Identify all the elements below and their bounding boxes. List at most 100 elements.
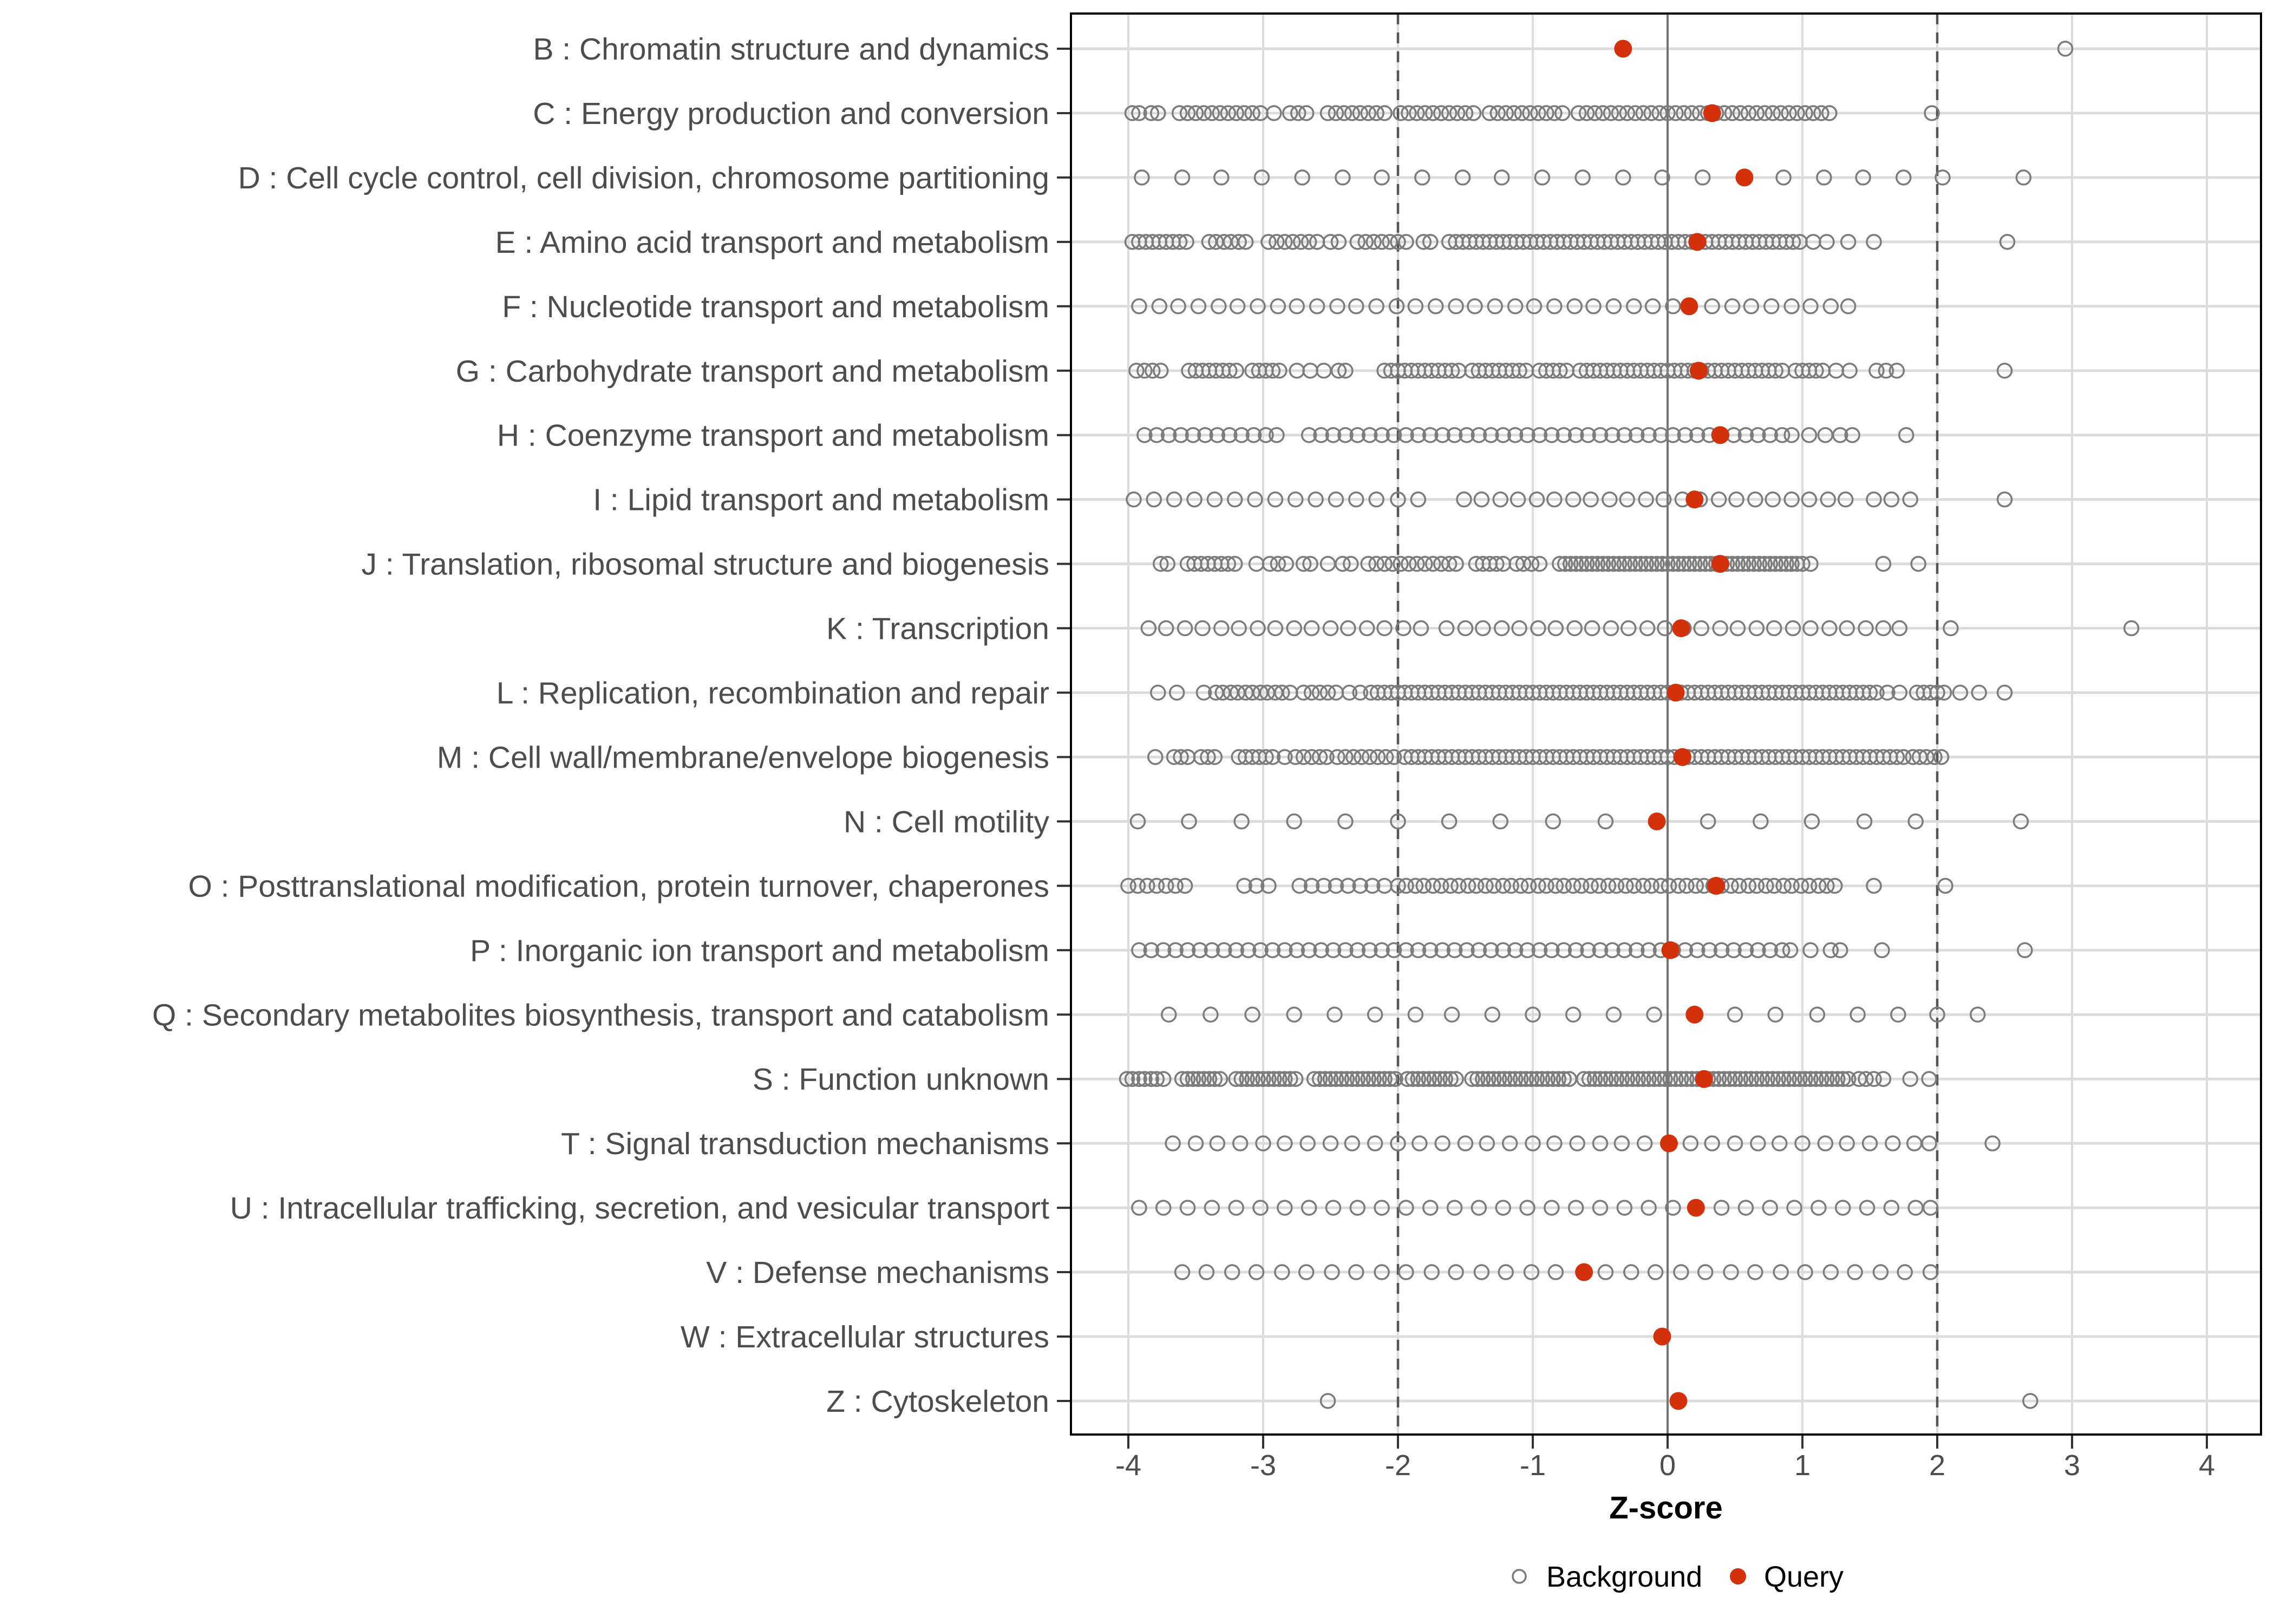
background-point (1240, 942, 1257, 959)
background-point (1328, 105, 1344, 121)
background-point (1468, 878, 1485, 894)
background-point (1286, 813, 1303, 830)
background-point (1883, 1200, 1900, 1216)
background-point (1840, 234, 1857, 250)
query-point (1672, 619, 1690, 638)
background-point (1635, 1071, 1651, 1087)
background-point (1479, 1135, 1495, 1151)
background-point (1661, 878, 1677, 894)
background-point (1630, 1071, 1646, 1087)
background-point (1322, 620, 1339, 637)
background-point (1600, 555, 1617, 572)
background-point (1528, 491, 1545, 508)
background-point (1523, 1071, 1540, 1087)
background-point (1782, 942, 1799, 959)
background-point (1377, 749, 1394, 765)
background-point (1765, 105, 1781, 121)
background-point (1173, 427, 1189, 443)
background-point (1374, 1264, 1390, 1280)
background-point (1520, 878, 1537, 894)
query-point (1614, 40, 1632, 58)
background-point (1228, 942, 1244, 959)
background-point (1783, 427, 1800, 443)
background-point (1194, 620, 1211, 637)
background-point (1805, 105, 1821, 121)
background-point (1148, 1071, 1165, 1087)
background-point (1546, 105, 1563, 121)
background-point (1282, 1071, 1298, 1087)
background-point (1767, 363, 1783, 379)
background-point (1318, 749, 1335, 765)
background-point (1313, 427, 1329, 443)
background-point (1824, 1071, 1840, 1087)
background-point (1546, 491, 1563, 508)
background-point (1522, 105, 1538, 121)
background-point (1689, 942, 1706, 959)
background-point (1131, 298, 1147, 315)
background-point (1253, 169, 1270, 186)
background-point (1762, 427, 1778, 443)
background-point (1539, 1071, 1556, 1087)
background-point (1605, 1006, 1622, 1023)
background-point (1423, 1264, 1440, 1280)
background-point (1252, 942, 1269, 959)
background-point (1657, 620, 1673, 637)
background-point (1277, 1200, 1293, 1216)
background-point (1271, 1071, 1288, 1087)
background-point (1483, 942, 1499, 959)
background-point (1271, 363, 1288, 379)
background-point (1565, 878, 1582, 894)
background-point (1237, 234, 1254, 250)
query-point (1735, 168, 1754, 187)
y-axis-label: N : Cell motility (844, 804, 1050, 839)
y-axis-label: P : Inorganic ion transport and metaboli… (470, 933, 1049, 968)
background-point (1678, 878, 1695, 894)
background-point (1841, 363, 1858, 379)
background-point (1662, 1071, 1678, 1087)
background-point (1580, 942, 1596, 959)
background-point (1523, 555, 1540, 572)
background-point (1352, 878, 1369, 894)
background-point (1285, 234, 1301, 250)
background-point (1616, 427, 1633, 443)
background-point (1531, 427, 1548, 443)
background-point (1295, 555, 1312, 572)
background-point (1507, 427, 1524, 443)
background-point (1330, 363, 1347, 379)
x-tick-label: 3 (2064, 1449, 2080, 1482)
background-point (1442, 1071, 1459, 1087)
background-point (1783, 555, 1800, 572)
background-point (1475, 1071, 1491, 1087)
background-point (1878, 363, 1894, 379)
background-point (1148, 427, 1165, 443)
background-point (1316, 878, 1332, 894)
background-point (1195, 684, 1212, 701)
background-point (1943, 620, 1959, 637)
background-point (1483, 427, 1499, 443)
background-point (1727, 1071, 1743, 1087)
background-point (1384, 555, 1401, 572)
background-point (1212, 1071, 1229, 1087)
background-point (1641, 427, 1657, 443)
background-point (1501, 1135, 1518, 1151)
background-point (1546, 298, 1563, 315)
background-point (1386, 749, 1402, 765)
background-point (1424, 555, 1441, 572)
background-point (1361, 942, 1378, 959)
background-point (1569, 1135, 1585, 1151)
background-point (1727, 1006, 1743, 1023)
background-point (1481, 105, 1498, 121)
query-point (1648, 812, 1666, 830)
background-point (1902, 491, 1918, 508)
background-point (1743, 298, 1760, 315)
background-point (1337, 813, 1354, 830)
background-point (1302, 555, 1318, 572)
background-point (1971, 684, 1987, 701)
background-point (1889, 363, 1905, 379)
background-point (1574, 169, 1591, 186)
background-point (1921, 1071, 1937, 1087)
background-point (1244, 1006, 1260, 1023)
query-point (1711, 555, 1729, 573)
